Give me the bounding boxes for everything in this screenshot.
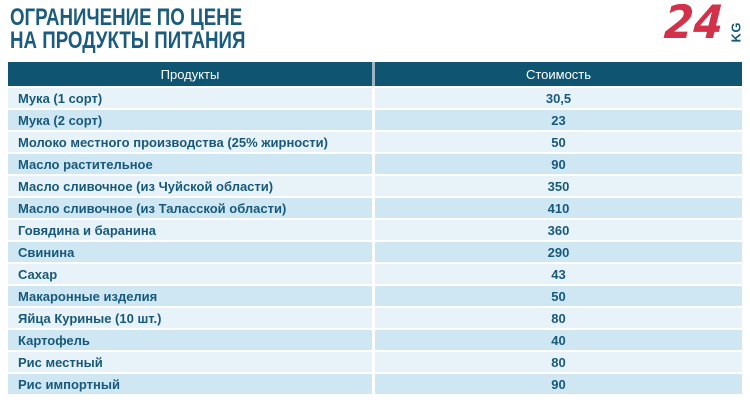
product-cell: Макаронные изделия	[8, 286, 375, 306]
table-row: Молоко местного производства (25% жирнос…	[8, 132, 742, 152]
table-row: Говядина и баранина 360	[8, 220, 742, 240]
product-cell: Говядина и баранина	[8, 220, 375, 240]
table-header-row: Продукты Стоимость	[8, 62, 742, 86]
product-cell: Сахар	[8, 264, 375, 284]
table-row: Мука (2 сорт) 23	[8, 110, 742, 130]
table-row: Макаронные изделия 50	[8, 286, 742, 306]
product-cell: Масло сливочное (из Чуйской области)	[8, 176, 375, 196]
table-row: Рис местный 80	[8, 352, 742, 372]
logo-24-number: 24	[662, 0, 725, 49]
product-cell: Картофель	[8, 330, 375, 350]
product-cell: Мука (2 сорт)	[8, 110, 375, 130]
table-body: Мука (1 сорт) 30,5 Мука (2 сорт) 23 Молоко м…	[8, 88, 742, 394]
table-row: Масло сливочное (из Таласской области) 41…	[8, 198, 742, 218]
table-row: Рис импортный 90	[8, 374, 742, 394]
product-cell: Масло сливочное (из Таласской области)	[8, 198, 375, 218]
price-cell: 50	[375, 286, 742, 306]
table-row: Масло сливочное (из Чуйской области) 350	[8, 176, 742, 196]
price-cell: 90	[375, 154, 742, 174]
page-title-line2: НА ПРОДУКТЫ ПИТАНИЯ	[10, 27, 246, 54]
table-row: Масло растительное 90	[8, 154, 742, 174]
table-row: Сахар 43	[8, 264, 742, 284]
price-cell: 40	[375, 330, 742, 350]
price-cell: 23	[375, 110, 742, 130]
product-cell: Яйца Куриные (10 шт.)	[8, 308, 375, 328]
price-cell: 30,5	[375, 88, 742, 108]
page-title-line1: ОГРАНИЧЕНИЕ ПО ЦЕНЕ	[10, 4, 243, 31]
table-row: Мука (1 сорт) 30,5	[8, 88, 742, 108]
table-row: Яйца Куриные (10 шт.) 80	[8, 308, 742, 328]
product-cell: Рис импортный	[8, 374, 375, 394]
product-cell: Масло растительное	[8, 154, 375, 174]
price-cell: 43	[375, 264, 742, 284]
price-cell: 410	[375, 198, 742, 218]
price-cell: 50	[375, 132, 742, 152]
price-cell: 290	[375, 242, 742, 262]
price-table: Продукты Стоимость Мука (1 сорт) 30,5 Мука…	[8, 60, 742, 396]
price-cell: 350	[375, 176, 742, 196]
price-cell: 90	[375, 374, 742, 394]
table-row: Картофель 40	[8, 330, 742, 350]
table-header: Продукты Стоимость	[8, 62, 742, 86]
product-cell: Свинина	[8, 242, 375, 262]
price-cell: 80	[375, 352, 742, 372]
price-cell: 80	[375, 308, 742, 328]
column-header-price: Стоимость	[375, 62, 742, 86]
product-cell: Мука (1 сорт)	[8, 88, 375, 108]
column-header-products: Продукты	[8, 62, 375, 86]
logo-24kg: 24 KG	[662, 0, 744, 52]
price-cell: 360	[375, 220, 742, 240]
product-cell: Рис местный	[8, 352, 375, 372]
page-title: ОГРАНИЧЕНИЕ ПО ЦЕНЕ НА ПРОДУКТЫ ПИТАНИЯ	[10, 4, 246, 54]
product-cell: Молоко местного производства (25% жирнос…	[8, 132, 375, 152]
table-row: Свинина 290	[8, 242, 742, 262]
logo-kg-suffix: KG	[728, 22, 744, 43]
